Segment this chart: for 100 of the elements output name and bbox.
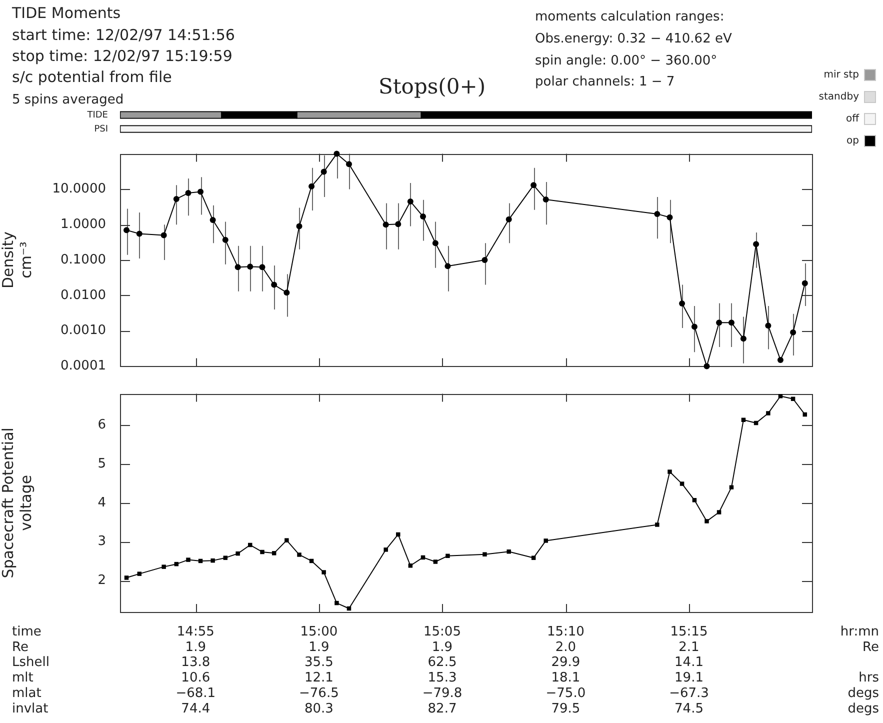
point [765, 322, 772, 329]
text: s/c potential from file [12, 68, 172, 86]
legend-label: standby [818, 92, 860, 103]
y-axis-title: Spacecraft Potential voltage [0, 428, 35, 578]
text: Obs.energy: 0.32 − 410.62 eV [535, 31, 732, 46]
point [259, 264, 266, 270]
y-tick-label: 2 [98, 573, 106, 588]
point [679, 300, 686, 307]
point [284, 290, 290, 296]
point [137, 572, 142, 576]
y-tick-label: 0.0100 [60, 288, 106, 303]
point [185, 190, 192, 196]
text: spin angle: 0.00° − 360.00° [535, 53, 718, 68]
y-axis-title: Density cm⁻³ [0, 231, 35, 289]
x-tick-label: 15:10 [546, 624, 584, 640]
text: 1.9 35.5 12.1 −76.5 80.3 [299, 640, 339, 716]
point [247, 264, 254, 270]
text: start time: 12/02/97 14:51:56 [12, 26, 235, 44]
point [704, 519, 709, 524]
point [666, 214, 673, 220]
point [506, 216, 512, 222]
point [444, 263, 451, 270]
point [160, 232, 167, 238]
point [740, 336, 746, 342]
point [704, 363, 710, 370]
point [236, 551, 240, 556]
y-tick-label: TIDE [86, 110, 108, 120]
point [334, 150, 340, 157]
chart-title: Stops(0+) [378, 74, 486, 98]
x-tick-label: 15:15 [670, 624, 708, 640]
point [542, 196, 549, 203]
legend-label: op [846, 136, 859, 147]
point [408, 564, 413, 568]
point [790, 396, 796, 401]
point [260, 550, 264, 554]
y-tick-label: 5 [98, 456, 106, 472]
legend-label: mir stp [824, 70, 859, 81]
point [162, 564, 166, 569]
point [766, 411, 770, 416]
point [124, 227, 130, 234]
text: 1.9 13.8 10.6 −68.1 74.4 [176, 640, 216, 716]
text: time Re Lshell mlt mlat invlat [12, 624, 50, 716]
point [297, 552, 302, 557]
text: 2.0 29.9 18.1 −75.0 79.5 [546, 640, 586, 716]
point [284, 538, 289, 542]
point [271, 282, 278, 288]
point [716, 510, 722, 514]
text: hr:mn Re hrs degs degs [840, 624, 879, 716]
x-tick-label: 14:55 [176, 624, 214, 640]
text: moments calculation ranges: [535, 9, 724, 24]
y-tick-label: 0.1000 [60, 252, 106, 268]
y-tick-label: 1.0000 [60, 216, 106, 232]
point [210, 558, 215, 563]
point [544, 538, 548, 543]
point [346, 161, 352, 168]
point [186, 558, 190, 562]
y-tick-label: 4 [98, 495, 106, 510]
point [382, 222, 389, 228]
point [432, 240, 438, 246]
x-tick-label: 15:00 [300, 624, 338, 640]
point [433, 560, 438, 564]
point [210, 216, 216, 223]
point [223, 556, 228, 560]
point [396, 532, 400, 537]
point [420, 213, 426, 220]
point [136, 230, 142, 237]
text: 1.9 62.5 15.3 −79.8 82.7 [422, 640, 462, 716]
point [680, 482, 684, 486]
point [777, 356, 784, 363]
y-tick-label: PSI [94, 124, 108, 134]
point [222, 236, 228, 243]
point [334, 600, 339, 606]
point [308, 183, 315, 190]
point [395, 221, 402, 228]
point [234, 264, 241, 270]
point [716, 320, 722, 326]
text: polar channels: 1 − 7 [535, 74, 675, 90]
y-tick-label: 3 [98, 534, 106, 550]
point [531, 556, 536, 560]
point [272, 551, 276, 556]
point [446, 554, 450, 558]
text: 5 spins averaged [12, 92, 124, 108]
point [320, 168, 327, 175]
point [530, 182, 537, 188]
point [655, 522, 660, 527]
point [728, 320, 734, 326]
text: 2.1 14.1 19.1 −67.3 74.5 [669, 640, 709, 716]
point [506, 549, 511, 554]
point [692, 498, 697, 502]
point [778, 394, 783, 398]
point [654, 210, 660, 217]
point [753, 241, 760, 248]
legend-label: off [846, 114, 860, 125]
point [173, 196, 180, 202]
point [482, 257, 488, 263]
y-tick-label: 6 [98, 417, 106, 432]
point [407, 198, 414, 204]
text: stop time: 12/02/97 15:19:59 [12, 46, 232, 65]
y-tick-label: 0.0001 [60, 358, 106, 374]
x-tick-label: 15:05 [424, 624, 461, 640]
